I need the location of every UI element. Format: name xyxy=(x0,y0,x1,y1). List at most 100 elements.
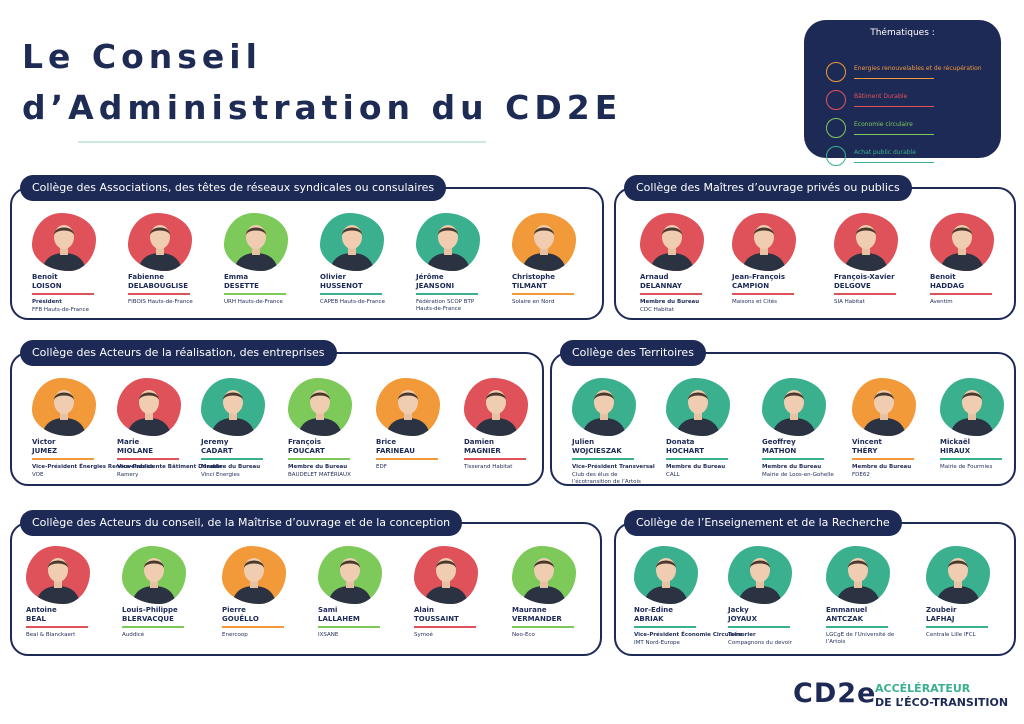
member-photo xyxy=(32,213,96,271)
member-organization: Neo-Eco xyxy=(512,632,535,638)
member-first-name: Jérôme xyxy=(416,273,444,281)
member-theme-line xyxy=(762,458,824,460)
member-last-name: DESETTE xyxy=(224,282,259,290)
member-first-name: Damien xyxy=(464,438,494,446)
person-icon xyxy=(32,213,96,271)
member-last-name: HOCHART xyxy=(666,447,705,455)
member-theme-line xyxy=(32,293,94,295)
member-first-name: Mickaël xyxy=(940,438,971,446)
member-organization: Ramery xyxy=(117,472,139,478)
person-icon xyxy=(926,546,990,604)
person-icon xyxy=(318,546,382,604)
member-theme-line xyxy=(834,293,896,295)
member-organization: FFB Hauts-de-France xyxy=(32,307,89,313)
college-box: Collège des Territoires Julien WOJCIESZAK V… xyxy=(550,340,1016,486)
member-theme-line xyxy=(512,293,574,295)
member-last-name: BLERVACQUE xyxy=(122,615,174,623)
title-divider xyxy=(78,141,486,143)
member-first-name: Jacky xyxy=(728,606,749,614)
person-icon xyxy=(222,546,286,604)
member-organization: Mairie de Fourmies xyxy=(940,464,993,470)
logo-mark: CD2e xyxy=(793,678,877,709)
person-icon xyxy=(728,546,792,604)
member-theme-line xyxy=(26,626,88,628)
member-organization: URH Hauts-de-France xyxy=(224,299,283,305)
member-theme-line xyxy=(826,626,888,628)
member-theme-line xyxy=(666,458,728,460)
member-photo xyxy=(318,546,382,604)
member-first-name: Benoît xyxy=(32,273,58,281)
college-title: Collège des Acteurs de la réalisation, d… xyxy=(20,340,337,366)
member-role: Membre du Bureau xyxy=(852,464,912,470)
member-last-name: GOUËLLO xyxy=(222,615,259,623)
member-photo xyxy=(320,213,384,271)
member-last-name: BEAL xyxy=(26,615,46,623)
member-role: Vice-Présidente Bâtiment Durable xyxy=(117,464,223,470)
member-photo xyxy=(728,546,792,604)
member-last-name: DELGOVE xyxy=(834,282,871,290)
member-organization: Auddicé xyxy=(122,632,145,638)
person-icon xyxy=(32,378,96,436)
member-last-name: VERMANDER xyxy=(512,615,562,623)
member-role: Membre du Bureau xyxy=(640,299,700,305)
member-organization: IMT Nord-Europe xyxy=(634,640,680,646)
member-role: Membre du Bureau xyxy=(201,464,261,470)
member-theme-line xyxy=(318,626,380,628)
person-icon xyxy=(940,378,1004,436)
member-role: Vice-Président Transversal xyxy=(572,464,655,470)
member-photo xyxy=(666,378,730,436)
member-first-name: Jean-François xyxy=(732,273,785,281)
member-first-name: Arnaud xyxy=(640,273,669,281)
member-last-name: WOJCIESZAK xyxy=(572,447,622,455)
legend-item-underline xyxy=(854,78,934,79)
member-first-name: Benoit xyxy=(930,273,956,281)
member-photo xyxy=(288,378,352,436)
member-organization: SIA Habitat xyxy=(834,299,865,305)
member-first-name: Geoffrey xyxy=(762,438,796,446)
member-photo xyxy=(224,213,288,271)
person-icon xyxy=(930,213,994,271)
member-organization: Centrale Lille IFCL xyxy=(926,632,976,638)
person-icon xyxy=(666,378,730,436)
member-theme-line xyxy=(940,458,1002,460)
member-last-name: TILMANT xyxy=(512,282,547,290)
person-icon xyxy=(762,378,826,436)
member-photo xyxy=(416,213,480,271)
member-role: Membre du Bureau xyxy=(288,464,348,470)
member-theme-line xyxy=(416,293,478,295)
house-icon xyxy=(826,90,846,110)
member-organization: Vinci Energies xyxy=(201,472,240,478)
member-photo xyxy=(762,378,826,436)
person-icon xyxy=(288,378,352,436)
member-last-name: DELABOUGLISE xyxy=(128,282,189,290)
person-icon xyxy=(512,546,576,604)
person-icon xyxy=(320,213,384,271)
member-first-name: Zoubeir xyxy=(926,606,957,614)
legend-item-label: Energies renouvelables et de récupératio… xyxy=(854,65,982,72)
member-last-name: LOISON xyxy=(32,282,62,290)
member-first-name: Alain xyxy=(414,606,434,614)
member-organization: VOE xyxy=(32,472,44,478)
member-first-name: Maurane xyxy=(512,606,547,614)
member-theme-line xyxy=(320,293,382,295)
member-last-name: ABRIAK xyxy=(634,615,664,623)
member-photo xyxy=(940,378,1004,436)
person-icon xyxy=(128,213,192,271)
member-first-name: Emmanuel xyxy=(826,606,868,614)
member-photo xyxy=(640,213,704,271)
member-organization: Tisserand Habitat xyxy=(464,464,513,470)
college-title: Collège des Maîtres d’ouvrage privés ou … xyxy=(624,175,912,201)
sun-icon xyxy=(826,62,846,82)
member-first-name: Emma xyxy=(224,273,249,281)
member-photo xyxy=(376,378,440,436)
member-first-name: Antoine xyxy=(26,606,57,614)
member-last-name: THÉRY xyxy=(852,447,878,455)
member-organization: Beal & Blanckaert xyxy=(26,632,76,638)
member-first-name: Brice xyxy=(376,438,397,446)
member-photo xyxy=(117,378,181,436)
member-role: Vice-Président Énergies Renouvelables xyxy=(32,464,154,470)
member-organization: Enercoop xyxy=(222,632,248,638)
member-theme-line xyxy=(926,626,988,628)
member-last-name: DELANNAY xyxy=(640,282,683,290)
member-theme-line xyxy=(512,626,574,628)
